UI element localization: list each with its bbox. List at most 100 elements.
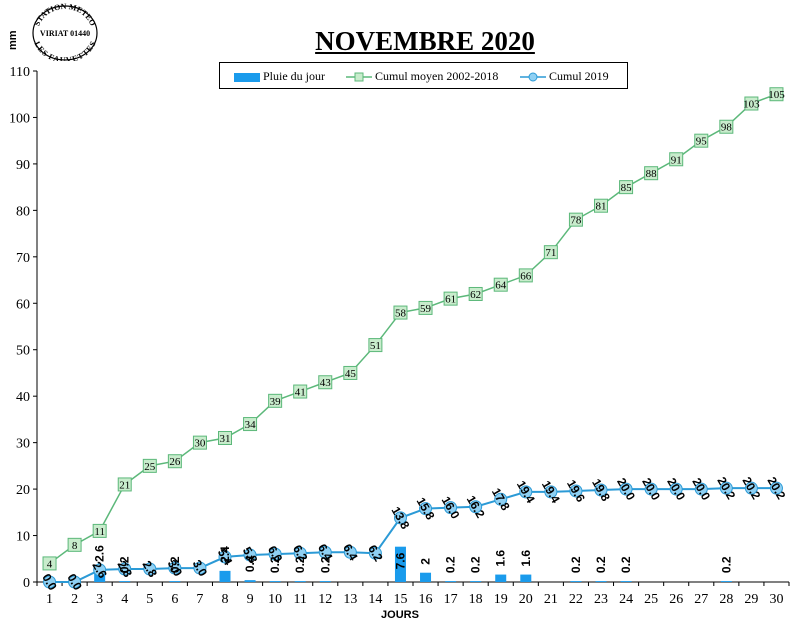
y-tick-label: 30 (16, 437, 30, 452)
cumul-2019-label: 15.8 (414, 495, 438, 523)
x-tick-label: 21 (544, 592, 558, 607)
cumul-2019-marker (719, 481, 733, 495)
stamp-center-text: VIRIAT 01440 (40, 29, 90, 38)
average-cumul-marker (243, 417, 258, 432)
y-tick-label: 80 (16, 204, 30, 219)
average-cumul-label: 95 (696, 136, 708, 148)
legend-swatch-average (346, 72, 372, 82)
average-cumul-label: 91 (671, 154, 682, 166)
cumul-2019-label: 17.8 (489, 486, 513, 514)
cumul-2019-marker (519, 485, 533, 499)
x-tick-label: 9 (247, 592, 254, 607)
legend-label-cumul: Cumul 2019 (549, 69, 609, 83)
y-tick-label: 100 (9, 111, 30, 126)
cumul-2019-marker (68, 575, 82, 589)
average-cumul-marker (669, 152, 684, 167)
average-cumul-marker (368, 338, 383, 353)
average-cumul-marker (594, 198, 608, 213)
cumul-2019-marker (444, 501, 458, 515)
average-cumul-label: 88 (646, 168, 658, 180)
average-cumul-marker (719, 119, 734, 134)
x-tick-label: 5 (146, 592, 153, 607)
average-cumul-label: 98 (721, 122, 733, 134)
average-cumul-label: 64 (495, 280, 507, 292)
average-cumul-label: 61 (445, 294, 456, 306)
cumul-2019-marker (293, 546, 307, 560)
rain-bar-label: 0.2 (318, 556, 332, 573)
x-tick-label: 8 (222, 592, 229, 607)
average-cumul-marker (694, 133, 709, 148)
x-tick-label: 17 (444, 592, 458, 607)
cumul-2019-marker (193, 561, 207, 575)
x-tick-label: 6 (171, 592, 178, 607)
rain-bar-label: 0.2 (594, 556, 608, 573)
average-cumul-label: 71 (545, 247, 556, 259)
cumul-2019-label: 6.4 (340, 542, 361, 564)
average-cumul-marker (543, 245, 558, 260)
legend-swatch-bar (234, 72, 260, 82)
x-tick-label: 22 (569, 592, 583, 607)
x-tick-label: 4 (121, 592, 128, 607)
average-cumul-marker (192, 435, 207, 450)
cumul-2019-marker (544, 485, 558, 499)
rain-bar-label: 2.6 (93, 545, 107, 562)
rain-bar-label: 0.4 (243, 555, 257, 572)
average-cumul-label: 25 (144, 461, 156, 473)
rain-bar (420, 572, 432, 582)
rain-bar-label: 2 (419, 558, 433, 565)
average-cumul-marker (67, 537, 82, 552)
y-tick-label: 0 (23, 576, 30, 591)
average-cumul-marker (117, 477, 132, 492)
cumul-2019-marker (594, 483, 608, 497)
average-cumul-marker (393, 305, 408, 320)
cumul-2019-marker (143, 562, 157, 576)
average-cumul-label: 105 (768, 89, 785, 101)
x-tick-label: 30 (769, 592, 783, 607)
y-tick-label: 10 (16, 530, 30, 545)
rain-bar-label: 0.2 (118, 556, 132, 573)
average-cumul-marker (42, 556, 57, 571)
x-tick-label: 1 (46, 592, 53, 607)
cumul-2019-marker (343, 545, 357, 559)
average-cumul-label: 78 (570, 215, 582, 227)
rain-bar-label: 0.2 (469, 556, 483, 573)
cumul-2019-marker (669, 482, 683, 496)
y-tick-label: 110 (10, 65, 30, 80)
rain-bar-label: 2.4 (218, 546, 232, 563)
average-cumul-label: 62 (470, 289, 481, 301)
x-tick-label: 24 (619, 592, 633, 607)
cumul-2019-marker (419, 502, 433, 516)
average-cumul-label: 4 (47, 558, 53, 570)
average-cumul-label: 11 (94, 526, 105, 538)
y-tick-label: 50 (16, 344, 30, 359)
y-tick-label: 90 (16, 158, 30, 173)
cumul-2019-marker (469, 500, 483, 514)
average-cumul-label: 81 (596, 201, 607, 213)
x-axis-label: JOURS (381, 609, 419, 621)
cumul-2019-marker (218, 550, 232, 564)
x-tick-label: 14 (368, 592, 382, 607)
x-tick-label: 19 (494, 592, 508, 607)
x-tick-label: 18 (469, 592, 483, 607)
x-tick-label: 7 (196, 592, 203, 607)
cumul-2019-marker (393, 511, 407, 525)
x-tick-label: 28 (719, 592, 733, 607)
rain-bar (445, 581, 457, 582)
rain-bar-label: 0.2 (293, 556, 307, 573)
rain-bar (294, 581, 306, 582)
average-cumul-label: 85 (621, 182, 633, 194)
chart-title: NOVEMBRE 2020 (315, 26, 535, 56)
average-cumul-marker (443, 291, 458, 306)
average-cumul-label: 45 (345, 368, 357, 380)
average-cumul-label: 34 (245, 419, 257, 431)
cumul-2019-marker (769, 481, 783, 495)
rain-bar (570, 581, 582, 582)
cumul-2019-label: 0.0 (39, 571, 60, 593)
rain-bar-label: 7.6 (393, 552, 407, 569)
average-cumul-label: 59 (420, 303, 432, 315)
station-stamp: STATION METEO VIRIAT 01440 LES FAUVETTES (30, 2, 100, 65)
cumul-2019-marker (93, 563, 107, 577)
average-cumul-marker (493, 277, 508, 292)
average-cumul-marker (293, 384, 308, 399)
average-cumul-marker (343, 365, 358, 380)
